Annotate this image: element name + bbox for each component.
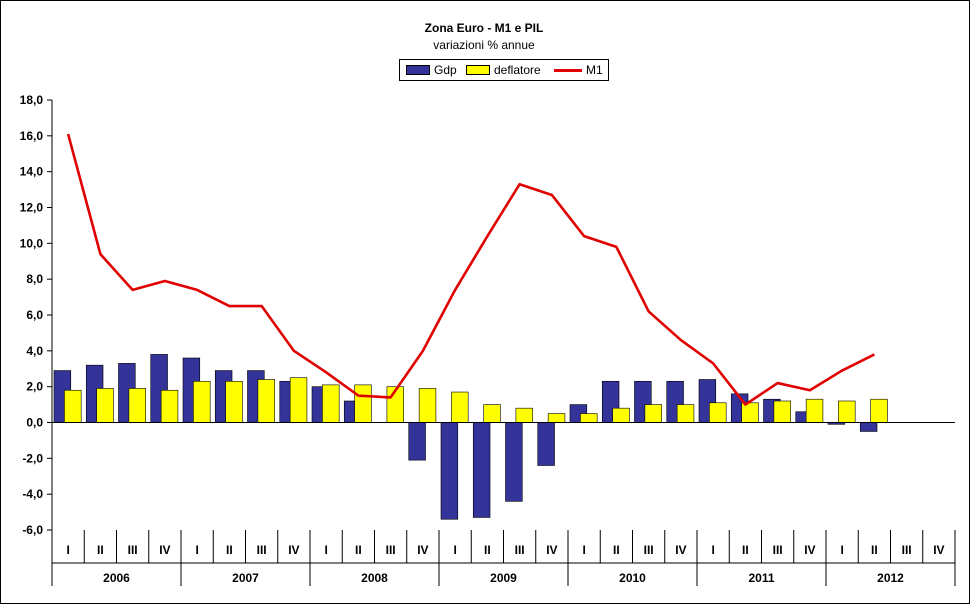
bar-deflatore-25 [870,398,888,423]
bar-deflatore-1 [96,388,114,423]
legend-entry-m1: M1 [554,62,603,78]
x-tick-label-quarter-7: IV [288,543,299,557]
bar-deflatore-11 [418,388,437,423]
legend-swatch-gdp [406,65,430,75]
chart-legend: Gdp deflatore M1 [399,59,609,81]
y-tick-label-2: -2,0 [22,451,43,465]
x-tick-label-quarter-10: III [386,543,396,557]
bar-deflatore-9 [354,384,372,423]
y-tick-label-3: 0,0 [26,416,43,430]
bar-deflatore-2 [128,388,146,423]
chart-subtitle: variazioni % annue [433,38,535,52]
legend-entry-deflatore: deflatore [466,62,541,78]
bar-deflatore-0 [64,389,82,423]
x-tick-label-quarter-24: I [840,543,843,557]
x-tick-label-quarter-20: I [711,543,714,557]
legend-label-m1: M1 [586,63,603,77]
bar-gdp-15 [537,422,555,466]
bar-deflatore-13 [483,404,501,423]
chart-title: Zona Euro - M1 e PIL [424,21,544,35]
bar-deflatore-19 [676,404,695,423]
legend-label-gdp: Gdp [434,63,457,77]
bar-deflatore-24 [838,400,856,423]
x-tick-label-year-2009: 2009 [490,571,517,585]
bar-gdp-13 [472,422,491,518]
legend-entry-gdp: Gdp [406,62,457,78]
y-tick-label-7: 8,0 [26,272,43,286]
x-tick-label-quarter-2: III [128,543,138,557]
bar-deflatore-3 [160,389,179,423]
x-tick-label-quarter-22: III [773,543,783,557]
bar-deflatore-21 [741,402,759,423]
x-tick-label-quarter-12: I [453,543,456,557]
x-tick-label-year-2008: 2008 [361,571,388,585]
x-tick-label-quarter-1: II [97,543,104,557]
legend-label-deflatore: deflatore [494,63,541,77]
x-tick-label-quarter-5: II [226,543,233,557]
x-tick-label-year-2010: 2010 [619,571,646,585]
bar-gdp-11 [408,422,426,461]
x-tick-label-quarter-14: III [515,543,525,557]
bar-gdp-14 [505,422,523,502]
bar-deflatore-14 [515,407,533,423]
x-tick-label-quarter-21: II [742,543,749,557]
axis-layer: -6,0 -4,0 -2,0 0,0 2,0 4,0 6,0 8,0 10,0 12,0 14,0 1… [20,93,956,586]
bar-deflatore-16 [580,413,598,423]
bar-deflatore-23 [805,398,824,423]
x-tick-label-quarter-13: II [484,543,491,557]
bar-deflatore-17 [612,407,630,423]
line-m1 [66,133,875,406]
x-tick-label-quarter-27: IV [933,543,944,557]
bar-deflatore-5 [225,380,243,423]
bar-deflatore-6 [257,379,275,423]
x-tick-label-quarter-19: IV [675,543,686,557]
bar-deflatore-22 [773,400,791,423]
legend-swatch-m1 [554,68,582,72]
x-tick-label-quarter-18: III [644,543,654,557]
x-tick-label-year-2012: 2012 [877,571,904,585]
x-tick-label-year-2011: 2011 [748,571,774,585]
y-tick-label-11: 16,0 [20,129,44,143]
x-tick-label-quarter-3: IV [159,543,170,557]
x-tick-label-quarter-17: II [613,543,620,557]
x-tick-label-quarter-0: I [66,543,69,557]
x-tick-label-quarter-6: III [257,543,267,557]
line-layer [66,133,875,406]
bars-layer [53,354,888,520]
y-tick-label-1: -4,0 [22,487,43,501]
bar-gdp-25 [859,422,878,432]
x-tick-label-quarter-4: I [195,543,198,557]
bar-deflatore-12 [451,391,469,423]
y-tick-label-4: 2,0 [26,380,43,394]
x-tick-label-quarter-16: I [582,543,585,557]
y-tick-label-9: 12,0 [20,201,44,215]
x-tick-label-quarter-8: I [324,543,327,557]
x-tick-label-year-2007: 2007 [232,571,259,585]
legend-swatch-deflatore [466,65,490,75]
bar-deflatore-20 [709,402,727,423]
bar-gdp-12 [440,422,459,520]
x-tick-label-year-2006: 2006 [103,571,130,585]
y-tick-label-10: 14,0 [20,165,44,179]
y-tick-label-0: -6,0 [22,523,43,537]
x-tick-label-quarter-25: II [871,543,878,557]
bar-deflatore-7 [289,377,308,423]
y-tick-label-12: 18,0 [20,93,44,107]
bar-deflatore-18 [644,404,662,423]
y-tick-label-6: 6,0 [26,308,43,322]
x-tick-label-quarter-23: IV [804,543,815,557]
bar-deflatore-8 [322,384,340,423]
x-tick-label-quarter-26: III [902,543,912,557]
x-tick-label-quarter-9: II [355,543,362,557]
x-tick-label-quarter-11: IV [417,543,428,557]
x-tick-label-quarter-15: IV [546,543,557,557]
y-tick-label-5: 4,0 [26,344,43,358]
bar-deflatore-15 [547,413,566,423]
y-tick-label-8: 10,0 [20,236,44,250]
bar-deflatore-4 [193,380,211,423]
